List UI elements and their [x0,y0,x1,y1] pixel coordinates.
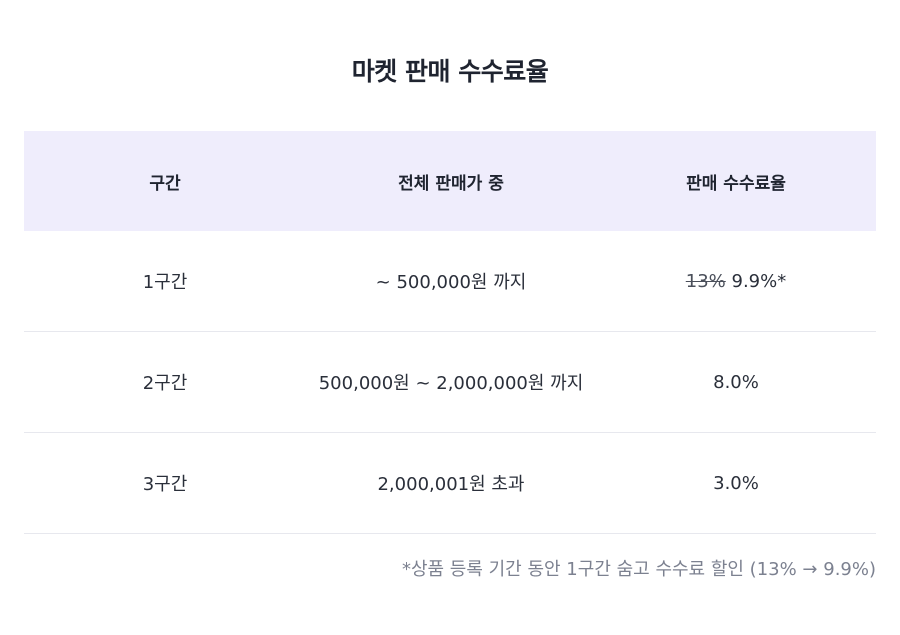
header-price-range: 전체 판매가 중 [398,173,504,194]
discounted-rate: 9.9%* [731,270,787,292]
header-tier: 구간 [149,173,181,194]
range-cell: 500,000원 ~ 2,000,000원 까지 [318,373,584,394]
rate-cell: 8.0% [713,371,759,393]
tier-cell: 3구간 [142,474,188,495]
footnote: *상품 등록 기간 동안 1구간 숨고 수수료 할인 (13% → 9.9%) [401,559,876,580]
range-cell: ~ 500,000원 까지 [375,272,527,293]
table-row: 2구간 500,000원 ~ 2,000,000원 까지 8.0% [24,332,876,433]
table-row: 1구간 ~ 500,000원 까지 13% 9.9%* [24,231,876,332]
tier-cell: 2구간 [142,373,188,394]
range-cell: 2,000,001원 초과 [377,474,525,495]
commission-table: 구간 전체 판매가 중 판매 수수료율 1구간 ~ 500,000원 까지 13… [24,131,876,534]
page-title: 마켓 판매 수수료율 [351,57,549,86]
old-rate: 13% [685,270,726,292]
rate-cell: 13% 9.9%* [596,271,876,292]
rate-cell: 3.0% [713,472,759,494]
header-rate: 판매 수수료율 [686,173,786,194]
tier-cell: 1구간 [142,272,188,293]
table-row: 3구간 2,000,001원 초과 3.0% [24,433,876,534]
table-header-row: 구간 전체 판매가 중 판매 수수료율 [24,131,876,231]
